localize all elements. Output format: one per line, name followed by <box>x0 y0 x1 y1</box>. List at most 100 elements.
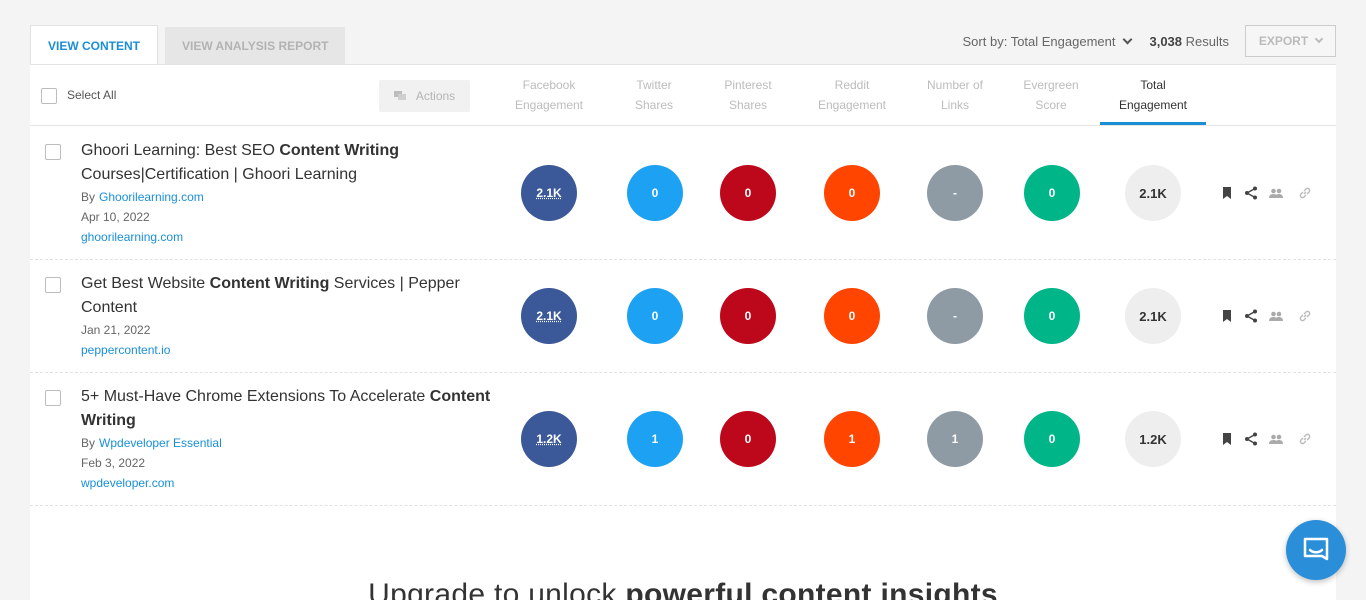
metric-value: 1 <box>951 432 959 446</box>
sort-dropdown[interactable]: Sort by: Total Engagement <box>963 34 1133 49</box>
table-row: Ghoori Learning: Best SEO Content Writin… <box>30 127 1336 260</box>
col-label: Reddit <box>834 78 870 92</box>
col-total-engagement[interactable]: Total Engagement <box>1103 75 1203 115</box>
total-engagement-metric: 2.1K <box>1125 288 1181 344</box>
by-label: By <box>81 436 96 450</box>
row-date: Feb 3, 2022 <box>81 456 146 470</box>
influencers-icon[interactable] <box>1269 432 1283 446</box>
facebook-engagement-metric[interactable]: 1.2K <box>521 411 577 467</box>
metric-value: - <box>953 186 957 200</box>
total-engagement-metric: 1.2K <box>1125 411 1181 467</box>
col-label: Evergreen <box>1023 78 1079 92</box>
reddit-engagement-metric: 0 <box>824 165 880 221</box>
chat-launcher-button[interactable] <box>1286 520 1346 580</box>
title-keyword: Content Writing <box>209 275 330 292</box>
row-checkbox[interactable] <box>45 277 61 293</box>
upgrade-prefix: Upgrade to unlock <box>368 578 626 600</box>
upgrade-heading: Upgrade to unlock powerful content insig… <box>30 578 1336 600</box>
col-label: Total <box>1140 78 1166 92</box>
share-icon[interactable] <box>1244 186 1258 200</box>
table-row: Get Best Website Content Writing Service… <box>30 260 1336 373</box>
metric-value: 2.1K <box>536 186 562 200</box>
metric-value: 1 <box>651 432 659 446</box>
bookmark-icon[interactable] <box>1220 309 1234 323</box>
metric-value: 0 <box>1048 309 1056 323</box>
share-icon[interactable] <box>1244 432 1258 446</box>
chat-icon <box>1303 537 1329 561</box>
col-label: Pinterest <box>724 78 772 92</box>
links-metric: - <box>927 288 983 344</box>
metric-value: - <box>953 309 957 323</box>
row-title[interactable]: Get Best Website Content Writing Service… <box>81 272 501 320</box>
col-label: Score <box>1035 98 1067 112</box>
pinterest-shares-metric: 0 <box>720 165 776 221</box>
bookmark-icon[interactable] <box>1220 432 1234 446</box>
chevron-down-icon <box>1314 34 1324 44</box>
col-pinterest-shares[interactable]: Pinterest Shares <box>698 75 798 115</box>
metric-value: 0 <box>744 432 752 446</box>
col-label: Number of <box>926 78 984 92</box>
col-label: Facebook <box>522 78 576 92</box>
bookmark-icon[interactable] <box>1220 186 1234 200</box>
influencers-icon[interactable] <box>1269 309 1283 323</box>
twitter-shares-metric: 0 <box>627 165 683 221</box>
title-part: Courses|Certification | Ghoori Learning <box>81 166 357 183</box>
author-link[interactable]: Ghoorilearning.com <box>99 190 204 204</box>
col-label: Shares <box>728 98 768 112</box>
row-author: By Ghoorilearning.com <box>81 190 204 204</box>
metric-value: 0 <box>848 186 856 200</box>
row-title[interactable]: Ghoori Learning: Best SEO Content Writin… <box>81 139 501 187</box>
evergreen-score-metric: 0 <box>1024 165 1080 221</box>
metric-value: 0 <box>651 309 659 323</box>
row-date: Apr 10, 2022 <box>81 210 150 224</box>
metric-value: 1.2K <box>536 432 562 446</box>
title-part: Get Best Website <box>81 275 210 292</box>
upgrade-emphasis: powerful content insights <box>625 578 998 600</box>
col-reddit-engagement[interactable]: Reddit Engagement <box>802 75 902 115</box>
actions-button[interactable]: Actions <box>379 80 470 112</box>
link-icon[interactable] <box>1298 186 1312 200</box>
col-label: Engagement <box>817 98 887 112</box>
results-number: 3,038 <box>1149 33 1183 49</box>
row-domain[interactable]: peppercontent.io <box>81 343 171 357</box>
actions-label: Actions <box>415 89 456 103</box>
row-domain[interactable]: wpdeveloper.com <box>81 476 175 490</box>
col-label: Engagement <box>1118 98 1188 112</box>
col-evergreen-score[interactable]: Evergreen Score <box>1001 75 1101 115</box>
links-metric: 1 <box>927 411 983 467</box>
author-link[interactable]: Wpdeveloper Essential <box>99 436 222 450</box>
link-icon[interactable] <box>1298 432 1312 446</box>
metric-value: 2.1K <box>536 309 562 323</box>
reddit-engagement-metric: 1 <box>824 411 880 467</box>
col-twitter-shares[interactable]: Twitter Shares <box>604 75 704 115</box>
col-label: Twitter <box>636 78 672 92</box>
col-facebook-engagement[interactable]: Facebook Engagement <box>499 75 599 115</box>
export-button[interactable]: EXPORT <box>1245 25 1336 57</box>
col-number-of-links[interactable]: Number of Links <box>905 75 1005 115</box>
col-label: Links <box>940 98 969 112</box>
col-label: Engagement <box>514 98 584 112</box>
tab-view-analysis-report[interactable]: VIEW ANALYSIS REPORT <box>165 27 346 65</box>
results-word: Results <box>1182 33 1229 49</box>
row-domain[interactable]: ghoorilearning.com <box>81 230 184 244</box>
facebook-engagement-metric[interactable]: 2.1K <box>521 165 577 221</box>
metric-value: 0 <box>848 309 856 323</box>
tab-view-content[interactable]: VIEW CONTENT <box>30 25 158 66</box>
share-icon[interactable] <box>1244 309 1258 323</box>
comment-icon <box>393 90 406 100</box>
metric-value: 2.1K <box>1139 308 1167 324</box>
facebook-engagement-metric[interactable]: 2.1K <box>521 288 577 344</box>
title-keyword: Content Writing <box>279 142 400 159</box>
by-label: By <box>81 190 96 204</box>
metric-value: 1.2K <box>1139 431 1167 447</box>
row-checkbox[interactable] <box>45 144 61 160</box>
title-keyword: Content Writing <box>81 388 491 429</box>
row-checkbox[interactable] <box>45 390 61 406</box>
select-all-checkbox[interactable] <box>41 88 57 104</box>
results-count: 3,038 Results <box>1149 34 1229 49</box>
influencers-icon[interactable] <box>1269 186 1283 200</box>
pinterest-shares-metric: 0 <box>720 288 776 344</box>
link-icon[interactable] <box>1298 309 1312 323</box>
row-title[interactable]: 5+ Must-Have Chrome Extensions To Accele… <box>81 385 501 433</box>
metric-value: 0 <box>744 309 752 323</box>
